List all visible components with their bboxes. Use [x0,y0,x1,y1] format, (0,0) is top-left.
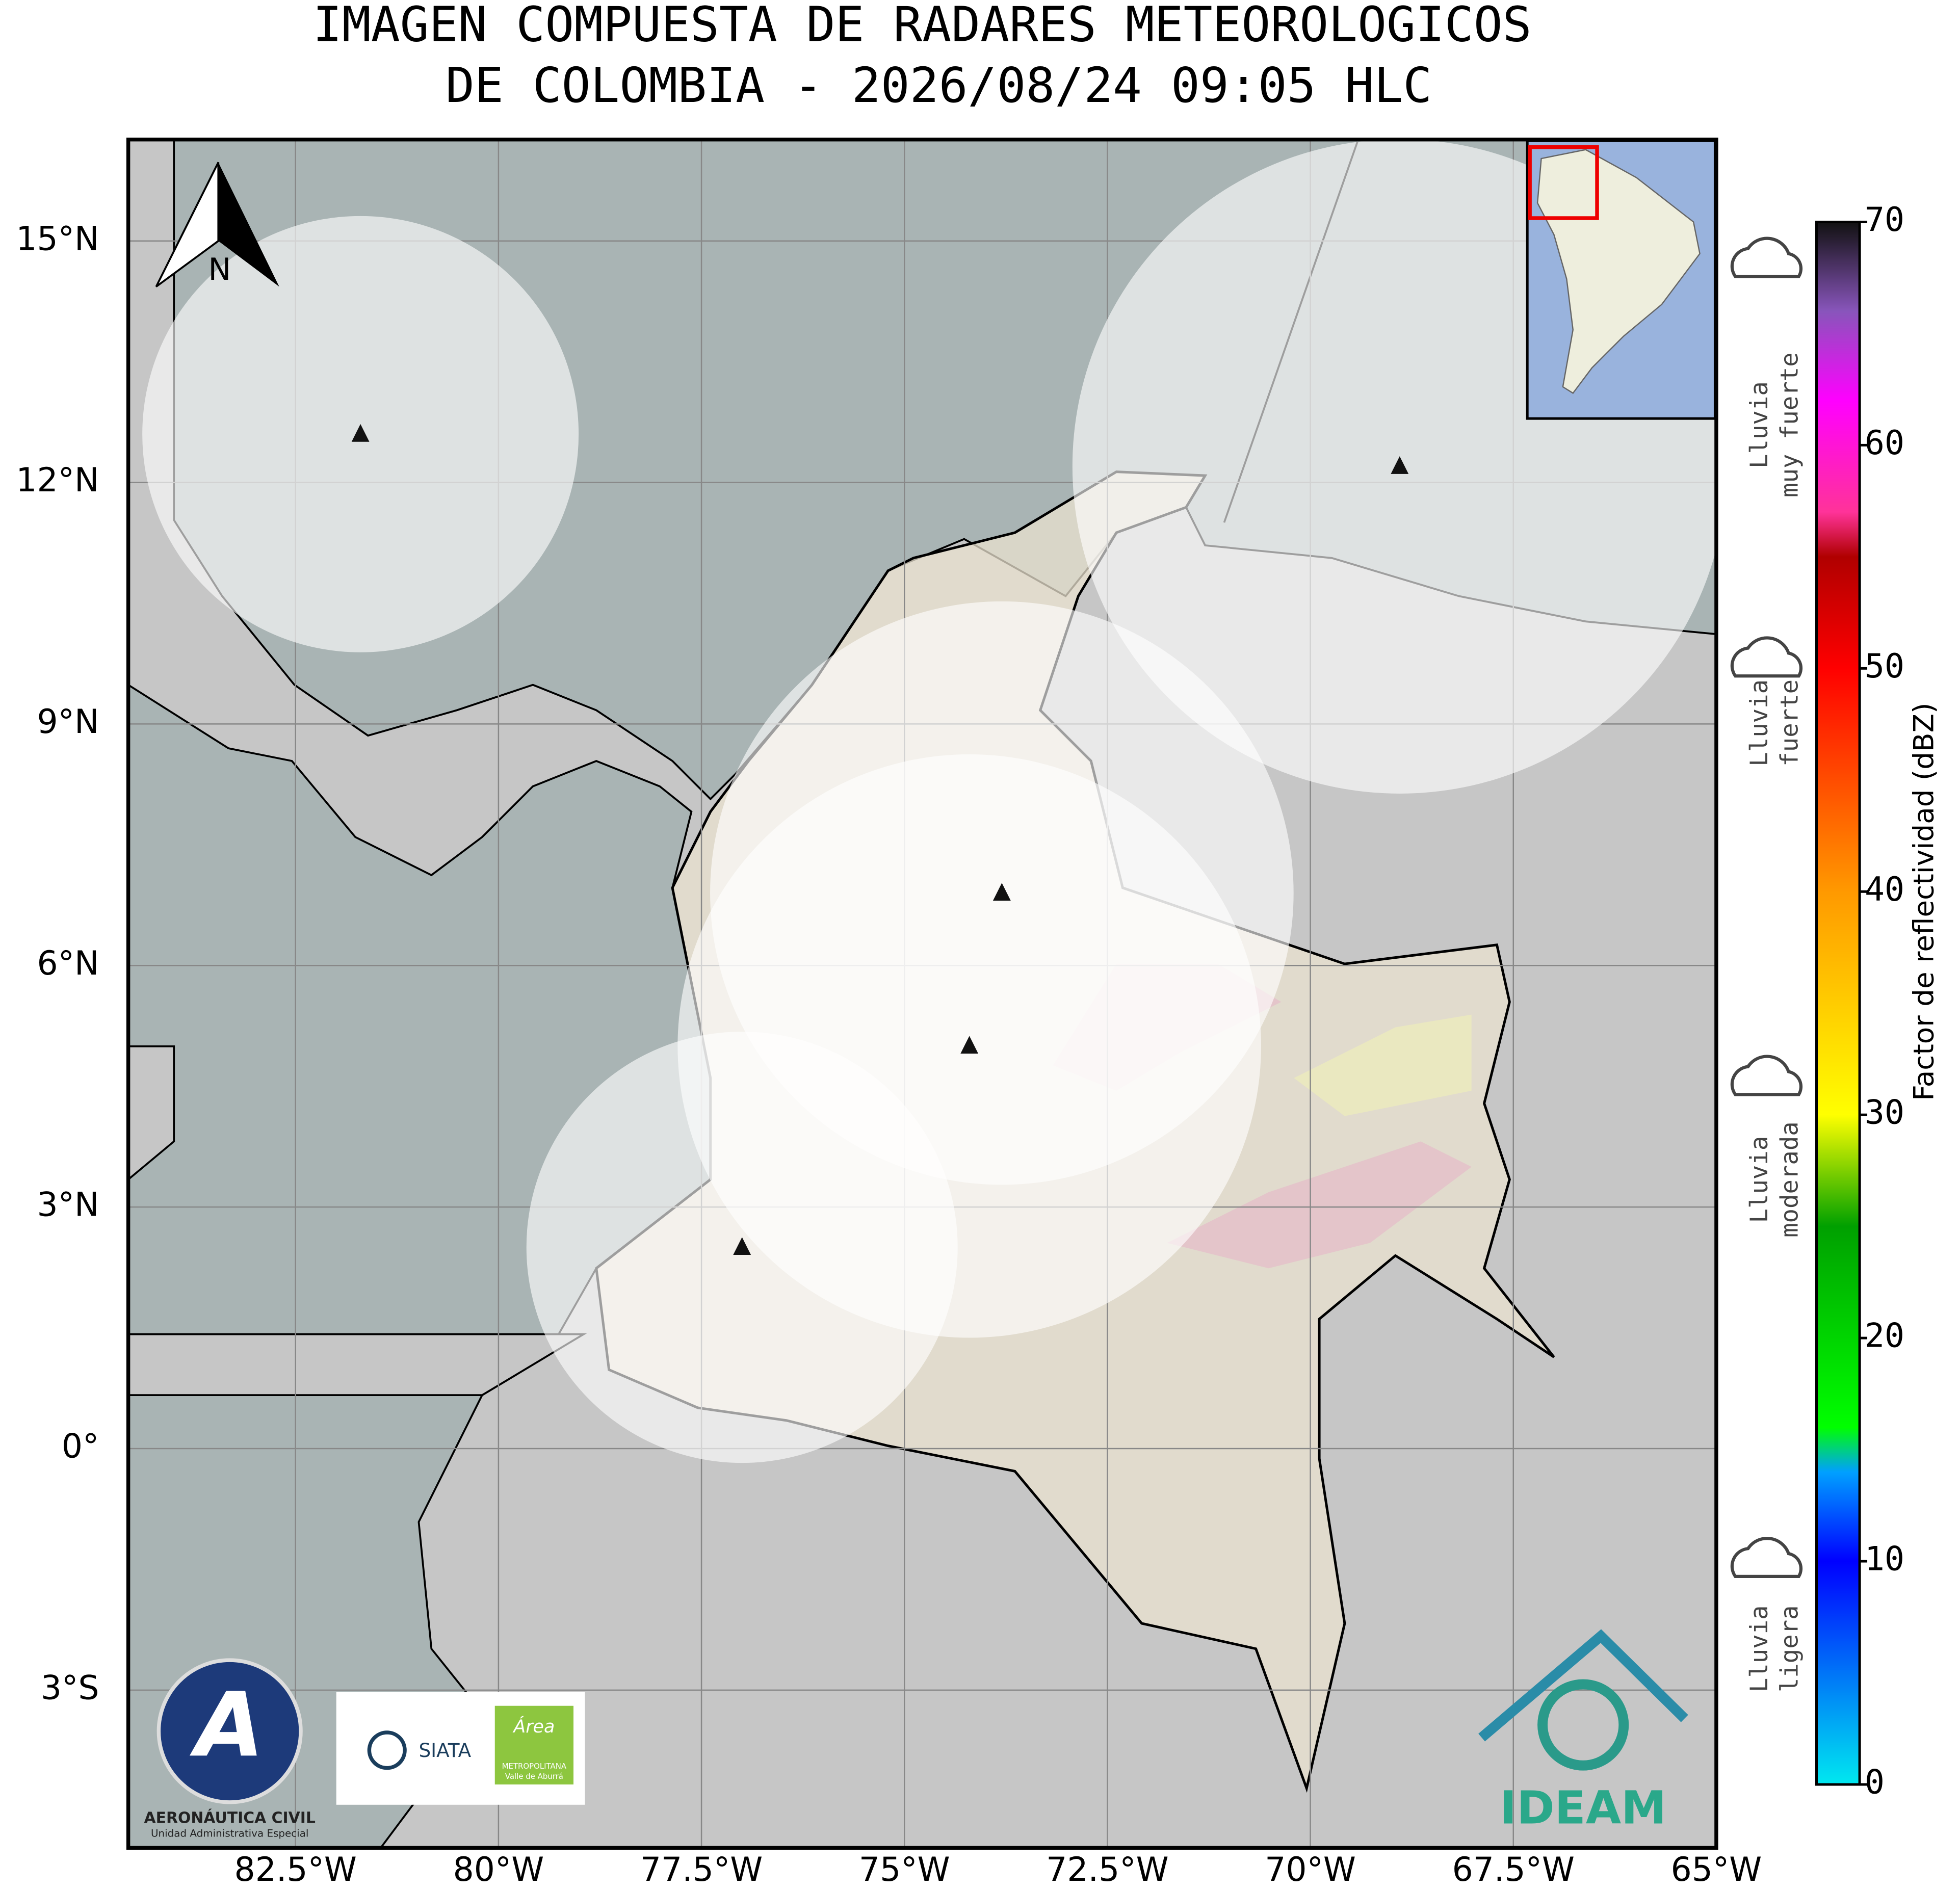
logo-text: Unidad Administrativa Especial [151,1828,308,1840]
colorbar [1815,220,1861,1786]
title-line: IMAGEN COMPUESTA DE RADARES METEOROLOGIC… [313,0,1532,53]
rain-label-line: moderada [1776,1121,1804,1238]
colorbar-tick-label: 10 [1865,1540,1904,1579]
rain-label-line: fuerte [1776,679,1804,767]
rain-label-line: Lluvia [1745,1605,1773,1692]
x-tick-label: 75°W [859,1851,950,1889]
colorbar-tick-label: 20 [1865,1317,1904,1355]
x-tick-label: 65°W [1671,1851,1762,1889]
rain-icon [1730,237,1803,278]
colorbar-label: Factor de reflectividad (dBZ) [1907,703,1940,1101]
rain-label: Lluvia ligera [1745,1605,1804,1692]
map [128,139,1716,1848]
rain-label: Lluvia moderada [1745,1121,1804,1238]
logo-siata-area: SIATA Área METROPOLITANA Valle de Aburrá [336,1692,585,1805]
title-line: DE COLOMBIA - 2026/08/24 09:05 HLC [446,58,1432,114]
logo-aerocivil: A AERONÁUTICA CIVIL Unidad Administrativ… [144,1658,316,1840]
colorbar-tick-label: 60 [1865,424,1904,462]
radar-site [960,1036,979,1054]
rain-label-line: Lluvia [1745,679,1773,767]
colorbar-tick-label: 40 [1865,871,1904,909]
x-tick-label: 80°W [453,1851,544,1889]
y-tick-label: 6°N [37,944,99,983]
logo-text: IDEAM [1500,1782,1666,1835]
rain-label-line: Lluvia [1745,381,1773,468]
radar-site [351,424,370,442]
x-tick-label: 72.5°W [1046,1851,1168,1889]
rain-label-line: Lluvia [1745,1136,1773,1223]
y-tick-label: 0° [62,1428,99,1466]
map-frame [126,137,1718,1850]
logo-text: AERONÁUTICA CIVIL [144,1809,316,1827]
logo-ideam: IDEAM [1478,1629,1688,1835]
x-tick-label: 77.5°W [640,1851,763,1889]
rain-label: Lluvia fuerte [1745,679,1804,767]
north-label: N [208,252,231,287]
colorbar-tick-label: 0 [1865,1764,1885,1802]
radar-site [733,1237,751,1255]
rain-label: Lluvia muy fuerte [1745,352,1804,497]
logo-text: Valle de Aburrá [505,1772,563,1781]
colorbar-tick-label: 70 [1865,201,1904,239]
rain-label-line: muy fuerte [1776,352,1804,497]
legend: 0 10 20 30 40 50 60 70 Factor de reflectividad (… [1730,201,1940,1802]
rain-icon [1730,1537,1803,1579]
logo-text: SIATA [419,1739,471,1762]
x-tick-label: 82.5°W [234,1851,357,1889]
y-tick-label: 3°S [41,1669,99,1707]
region [1167,1141,1472,1269]
rain-label-line: ligera [1776,1605,1804,1692]
region [1294,1014,1472,1116]
colorbar-tick-label: 50 [1865,647,1904,686]
land [128,1045,175,1181]
svg-text:A: A [189,1673,264,1777]
rain-icon [1730,636,1803,678]
radar-site [1391,456,1409,474]
y-tick-label: 9°N [37,703,99,741]
logo-text: Área [512,1716,555,1737]
radar-site [992,883,1011,901]
y-tick-label: 15°N [16,220,99,258]
rain-icon [1730,1055,1803,1096]
x-tick-label: 67.5°W [1452,1851,1575,1889]
x-tick-label: 70°W [1265,1851,1356,1889]
y-tick-label: 3°N [37,1186,99,1224]
logo-text: METROPOLITANA [502,1762,567,1771]
inset-map [1526,139,1716,420]
colorbar-tick-label: 30 [1865,1094,1904,1132]
y-tick-label: 12°N [16,461,99,500]
